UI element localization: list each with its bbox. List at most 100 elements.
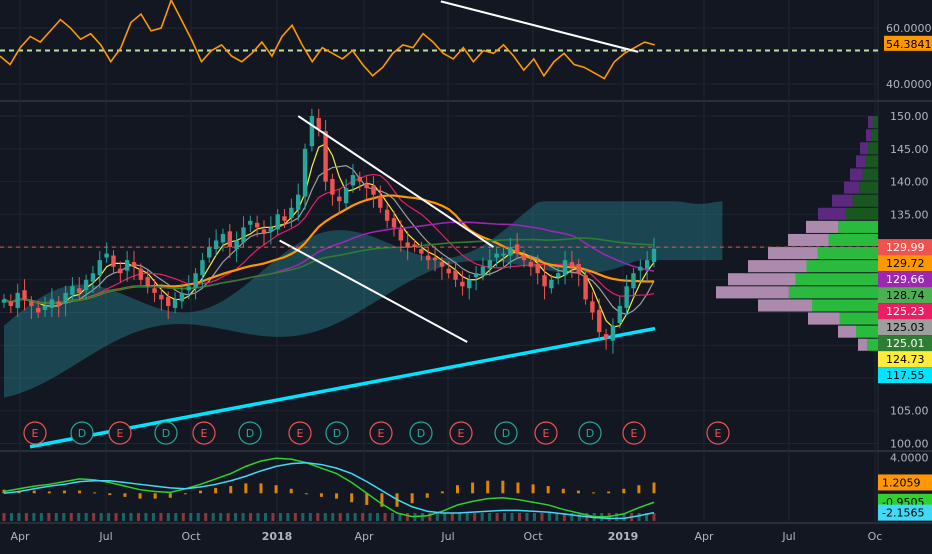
candle[interactable] — [405, 242, 410, 248]
candle[interactable] — [8, 301, 14, 306]
candle[interactable] — [261, 229, 267, 234]
candle[interactable] — [152, 288, 157, 293]
candle[interactable] — [193, 273, 198, 289]
candle[interactable] — [275, 214, 280, 230]
dividend-marker[interactable]: D — [238, 421, 262, 445]
candle[interactable] — [90, 273, 96, 282]
macd-line[interactable] — [3, 457, 655, 518]
dividend-marker[interactable]: D — [409, 421, 433, 445]
candle[interactable] — [453, 270, 458, 280]
dividend-marker[interactable]: D — [494, 421, 518, 445]
candle[interactable] — [316, 118, 321, 130]
candle[interactable] — [391, 218, 397, 228]
candle[interactable] — [514, 244, 520, 254]
macd-pane[interactable] — [2, 457, 656, 521]
candle[interactable] — [357, 176, 362, 182]
candle[interactable] — [268, 227, 274, 232]
candle[interactable] — [528, 262, 534, 267]
candle[interactable] — [227, 231, 232, 248]
earnings-marker[interactable]: E — [534, 421, 558, 445]
moving-average-line[interactable] — [3, 237, 655, 304]
candle[interactable] — [289, 207, 294, 219]
candle[interactable] — [111, 255, 116, 267]
candle[interactable] — [494, 253, 499, 258]
candle[interactable] — [460, 281, 465, 287]
rsi-line[interactable] — [0, 0, 655, 80]
dividend-marker[interactable]: D — [578, 421, 602, 445]
candle[interactable] — [535, 264, 540, 274]
candle[interactable] — [439, 262, 445, 267]
rsi-pane[interactable] — [0, 0, 878, 80]
candle[interactable] — [234, 240, 239, 250]
candle[interactable] — [343, 188, 349, 204]
candle[interactable] — [426, 255, 431, 261]
candle[interactable] — [508, 247, 513, 256]
candle[interactable] — [419, 249, 424, 254]
dividend-marker[interactable]: D — [70, 421, 94, 445]
candle[interactable] — [29, 301, 34, 306]
earnings-marker[interactable]: E — [288, 421, 312, 445]
candle[interactable] — [131, 262, 137, 267]
candle[interactable] — [576, 264, 581, 274]
candle[interactable] — [200, 260, 205, 276]
candle[interactable] — [556, 273, 561, 278]
candle[interactable] — [56, 301, 61, 306]
candle[interactable] — [583, 275, 588, 300]
candle[interactable] — [337, 196, 342, 202]
support-line[interactable] — [29, 326, 656, 449]
candle[interactable] — [220, 233, 226, 243]
candle[interactable] — [384, 209, 390, 221]
candle[interactable] — [241, 227, 246, 243]
candle[interactable] — [562, 260, 568, 276]
candle[interactable] — [118, 268, 123, 274]
candle[interactable] — [521, 255, 527, 261]
candle[interactable] — [254, 222, 260, 228]
candle[interactable] — [166, 296, 171, 306]
candle[interactable] — [487, 260, 492, 269]
candle[interactable] — [480, 266, 486, 276]
candle[interactable] — [542, 275, 547, 287]
candle[interactable] — [36, 307, 41, 313]
candle[interactable] — [371, 185, 376, 195]
dividend-marker[interactable]: D — [154, 421, 178, 445]
candle[interactable] — [590, 301, 595, 313]
candle[interactable] — [42, 305, 48, 310]
candle[interactable] — [49, 299, 55, 308]
candle[interactable] — [501, 253, 506, 256]
candle[interactable] — [77, 288, 82, 293]
candle[interactable] — [248, 220, 253, 225]
candle[interactable] — [302, 148, 308, 197]
candle[interactable] — [617, 305, 622, 323]
candle[interactable] — [63, 292, 68, 304]
candle[interactable] — [364, 183, 369, 189]
candle[interactable] — [124, 260, 130, 271]
candle[interactable] — [603, 334, 609, 339]
candle[interactable] — [104, 253, 109, 258]
channel-trendline[interactable] — [297, 115, 495, 248]
candle[interactable] — [569, 262, 575, 267]
candle[interactable] — [330, 178, 335, 195]
candle[interactable] — [610, 325, 616, 341]
candle[interactable] — [323, 131, 328, 182]
candle[interactable] — [186, 286, 191, 291]
candle[interactable] — [350, 175, 356, 186]
signal-line[interactable] — [3, 462, 655, 520]
candle[interactable] — [1, 299, 7, 303]
candle[interactable] — [446, 268, 451, 274]
candle[interactable] — [282, 216, 287, 221]
candle[interactable] — [597, 309, 602, 333]
candle[interactable] — [172, 299, 178, 308]
candle[interactable] — [97, 260, 102, 276]
dividend-marker[interactable]: D — [325, 421, 349, 445]
candle[interactable] — [412, 244, 417, 248]
candle[interactable] — [22, 290, 27, 300]
candle[interactable] — [138, 268, 144, 280]
candle[interactable] — [179, 292, 185, 302]
candle[interactable] — [631, 273, 636, 289]
candle[interactable] — [624, 286, 629, 308]
candle[interactable] — [83, 279, 89, 291]
candle[interactable] — [70, 286, 75, 295]
candle[interactable] — [296, 194, 301, 210]
